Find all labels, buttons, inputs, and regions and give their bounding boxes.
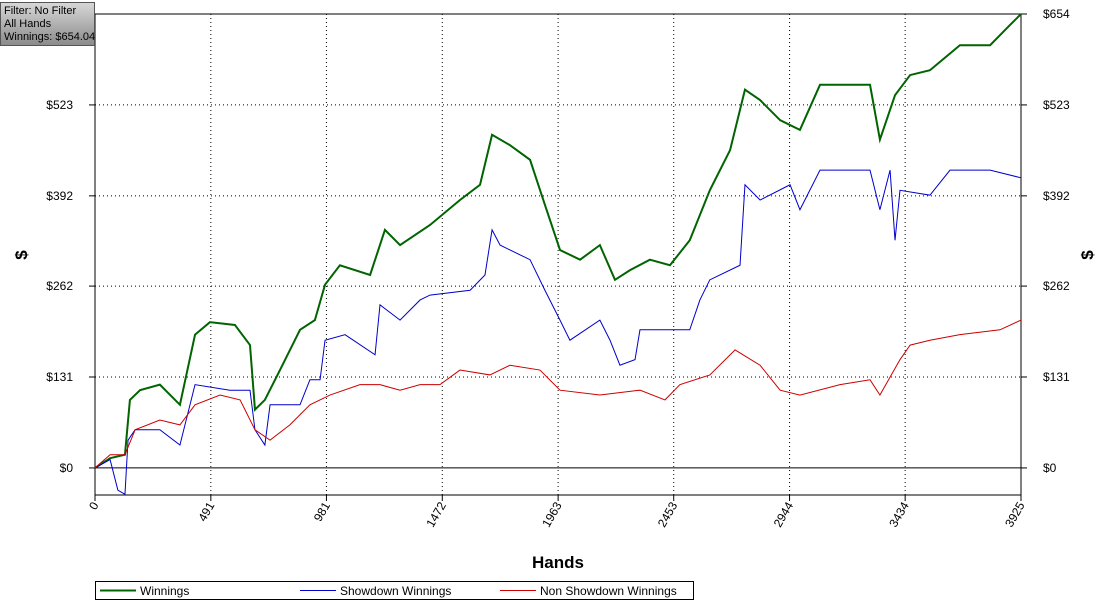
y-tick-label: $523 (46, 98, 73, 112)
x-tick-label: 1472 (423, 499, 449, 529)
info-text: Filter: No Filter (4, 5, 76, 17)
x-tick-label: 491 (195, 499, 217, 524)
x-tick-label: 981 (311, 499, 333, 524)
x-tick-label: 1963 (539, 499, 565, 529)
x-tick-label: 2944 (771, 499, 797, 529)
y-axis-label: $ (12, 250, 31, 260)
x-tick-label: 3925 (1002, 499, 1028, 529)
y2-tick-label: $523 (1043, 98, 1070, 112)
y2-tick-label: $131 (1043, 370, 1070, 384)
legend-items: Winnings Showdown Winnings Non Showdown Wi… (100, 584, 677, 598)
legend-label: Winnings (140, 584, 189, 598)
series-line (94, 319, 1022, 469)
legend-label: Showdown Winnings (340, 584, 451, 598)
y2-tick-label: $654 (1043, 7, 1070, 21)
series-line (94, 169, 1022, 496)
y2-tick-label: $392 (1043, 189, 1070, 203)
y-tick-label: $392 (46, 189, 73, 203)
legend (95, 581, 694, 600)
y2-tick-label: $0 (1043, 461, 1057, 475)
info-text: All Hands (4, 18, 52, 30)
lines (94, 13, 1022, 496)
y-tick-label: $262 (46, 279, 73, 293)
x-tick-label: 0 (86, 499, 102, 512)
y-tick-label: $0 (60, 461, 74, 475)
y-tick-label: $131 (46, 370, 73, 384)
info-text: Winnings: $654.04 (4, 31, 95, 43)
y2-axis-label: $ (1078, 250, 1097, 260)
x-tick-label: 2453 (655, 499, 681, 529)
x-axis-label: Hands (532, 553, 584, 572)
y2-tick-label: $262 (1043, 279, 1070, 293)
info-box (0, 2, 95, 46)
series-line (94, 13, 1022, 469)
legend-label: Non Showdown Winnings (540, 584, 677, 598)
x-tick-label: 3434 (886, 499, 912, 529)
